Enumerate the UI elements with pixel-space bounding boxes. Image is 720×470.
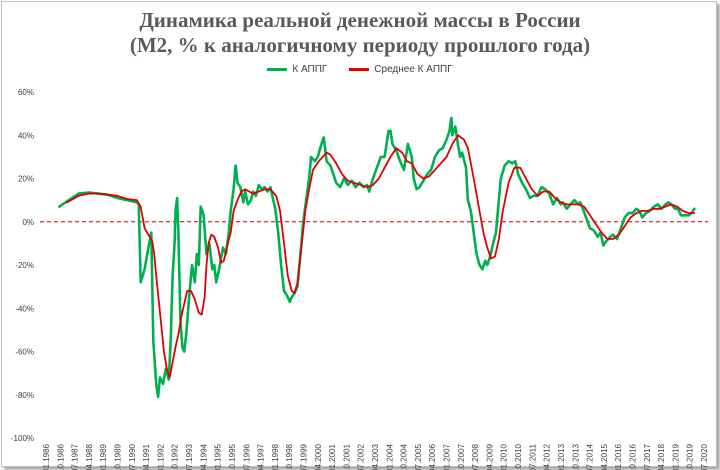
legend-label-series-2: Среднее К АППГ: [374, 64, 453, 75]
x-tick-label: 01.10.2016: [628, 443, 637, 470]
x-tick-label: 01.04.1991: [142, 443, 151, 470]
chart-subtitle: (М2, % к аналогичному периоду прошлого г…: [129, 33, 591, 57]
x-tick-label: 01.04.1994: [199, 443, 208, 470]
x-tick-label: 01.01.2007: [443, 443, 452, 470]
x-tick-label: 01.07.2011: [528, 443, 537, 470]
x-tick-label: 01.01.1986: [42, 443, 51, 470]
x-tick-label: 01.04.2012: [543, 443, 552, 470]
series-line-2: [66, 134, 696, 379]
x-tick-label: 01.10.2001: [342, 443, 351, 470]
x-tick-label: 01.10.2004: [400, 443, 409, 470]
x-tick-label: 01.10.2010: [514, 443, 523, 470]
x-tick-label: 01.01.2004: [385, 443, 394, 470]
y-tick-label: -80%: [15, 391, 34, 400]
legend-swatch-series-1: [267, 68, 288, 71]
x-tick-label: 01.04.2018: [657, 443, 666, 470]
x-tick-label: 01.07.1993: [185, 443, 194, 470]
chart-title: Динамика реальной денежной массы в Росси…: [139, 8, 581, 32]
legend-label-series-1: К АППГ: [292, 64, 328, 75]
chart-legend: К АППГ Среднее К АППГ: [0, 64, 720, 75]
x-tick-label: 01.07.1996: [242, 443, 251, 470]
x-tick-label: 01.01.2013: [557, 443, 566, 470]
x-tick-label: 01.10.1989: [114, 443, 123, 470]
x-tick-label: 01.07.1999: [299, 443, 308, 470]
x-tick-label: 01.04.1997: [257, 443, 266, 470]
x-tick-label: 01.01.1992: [156, 443, 165, 470]
y-tick-label: 0%: [22, 218, 34, 227]
y-tick-label: -100%: [11, 434, 34, 443]
x-tick-label: 01.07.1987: [71, 443, 80, 470]
x-tick-label: 01.10.2007: [457, 443, 466, 470]
x-tick-label: 01.01.1989: [99, 443, 108, 470]
y-tick-label: 20%: [18, 175, 34, 184]
y-tick-label: 40%: [18, 131, 34, 140]
x-tick-label: 01.04.1988: [85, 443, 94, 470]
x-tick-label: 01.01.2016: [614, 443, 623, 470]
x-tick-label: 01.10.2013: [571, 443, 580, 470]
y-tick-label: 60%: [18, 88, 34, 97]
x-tick-label: 01.07.2002: [357, 443, 366, 470]
x-tick-label: 01.04.2015: [600, 443, 609, 470]
x-tick-label: 01.07.2020: [700, 443, 709, 470]
x-tick-label: 01.07.2008: [471, 443, 480, 470]
x-tick-label: 01.04.2000: [314, 443, 323, 470]
x-tick-label: 01.04.2003: [371, 443, 380, 470]
y-tick-label: -40%: [15, 304, 34, 313]
x-tick-label: 01.04.2009: [485, 443, 494, 470]
x-tick-label: 01.04.2006: [428, 443, 437, 470]
x-tick-label: 01.10.1986: [56, 443, 65, 470]
legend-swatch-series-2: [349, 68, 370, 71]
x-tick-label: 01.01.2010: [500, 443, 509, 470]
x-tick-label: 01.10.1992: [171, 443, 180, 470]
x-tick-label: 01.01.1998: [271, 443, 280, 470]
x-tick-label: 01.10.1998: [285, 443, 294, 470]
x-tick-label: 01.01.2019: [671, 443, 680, 470]
y-tick-label: -20%: [15, 261, 34, 270]
y-tick-label: -60%: [15, 348, 34, 357]
legend-item-series-2: Среднее К АППГ: [349, 64, 453, 75]
x-tick-label: 01.07.2014: [586, 443, 595, 470]
x-tick-label: 01.07.2017: [643, 443, 652, 470]
x-tick-label: 01.07.2005: [414, 443, 423, 470]
legend-item-series-1: К АППГ: [267, 64, 327, 75]
x-tick-label: 01.10.1995: [228, 443, 237, 470]
x-tick-label: 01.01.1995: [214, 443, 223, 470]
x-tick-label: 01.07.1990: [128, 443, 137, 470]
x-tick-label: 01.10.2019: [686, 443, 695, 470]
x-tick-label: 01.01.2001: [328, 443, 337, 470]
